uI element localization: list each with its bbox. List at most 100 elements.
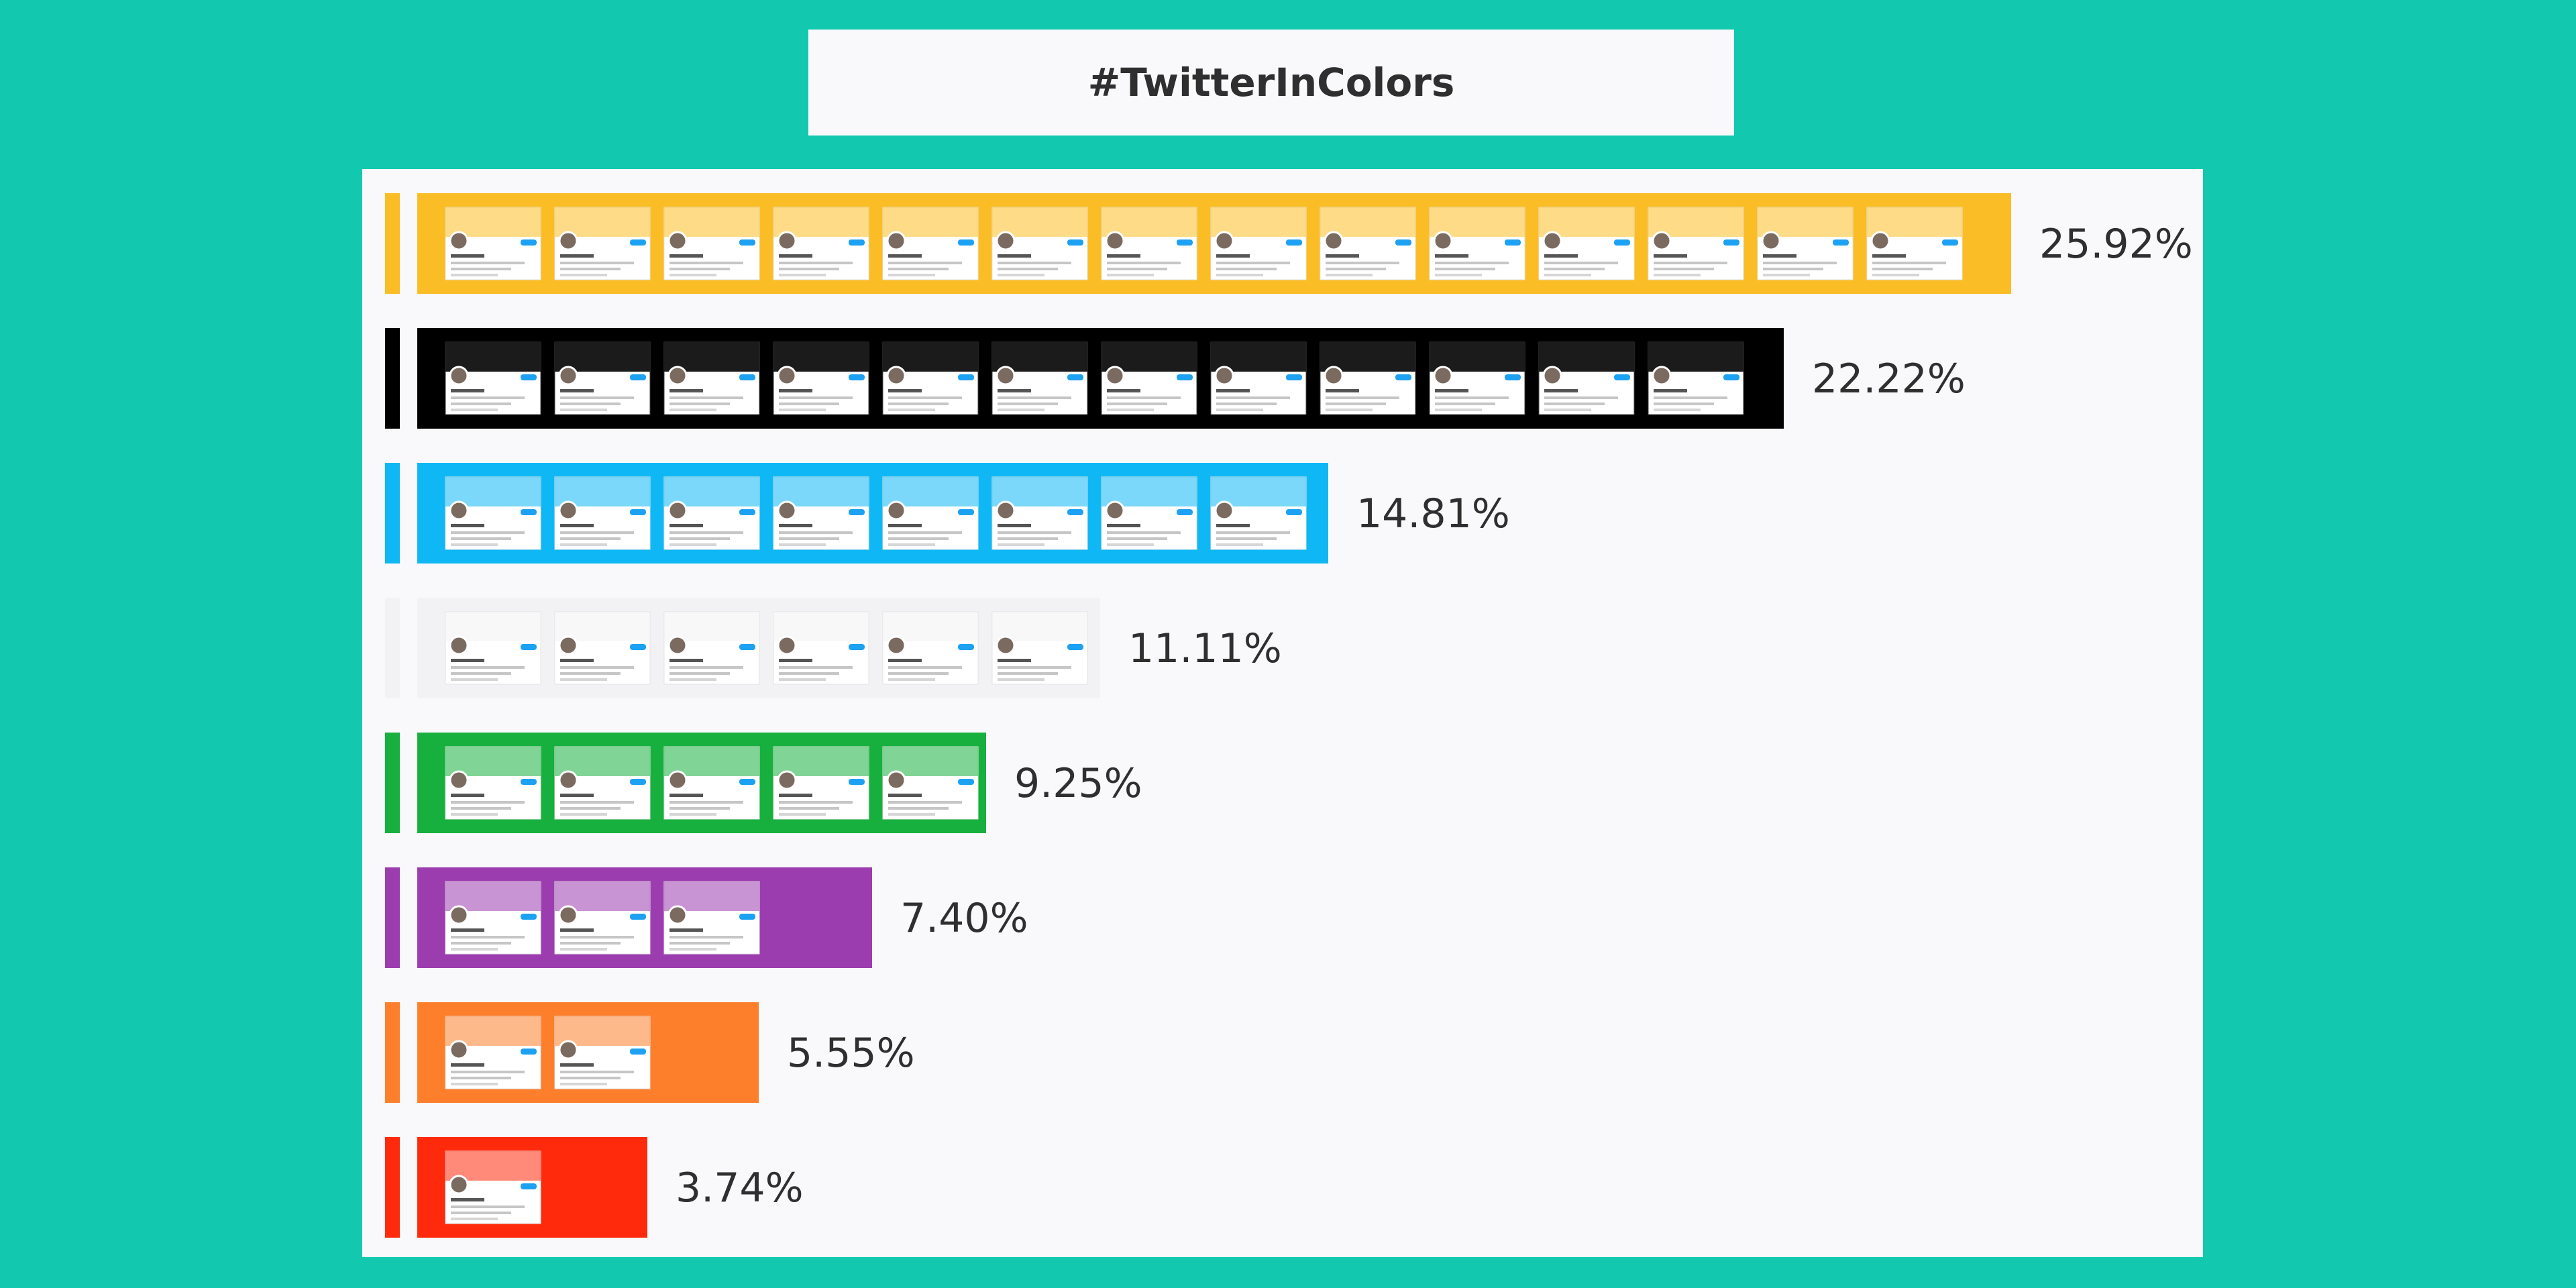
profile-text-line [1107,531,1181,534]
profile-avatar-blue [777,500,797,521]
profile-text-line [998,659,1031,662]
value-label-red: 3.74% [676,1165,804,1212]
profile-text-line [1435,262,1509,264]
profile-text-line [888,524,922,527]
profile-avatar-black [1324,366,1344,386]
profile-avatar-black [558,366,578,386]
profile-text-line [560,659,594,662]
profile-text-line [888,262,962,264]
profile-text-line [1435,402,1495,405]
profile-text-line [998,274,1044,276]
follow-pill-white [849,644,865,650]
profile-text-line [888,389,922,392]
profile-text-line [451,1205,525,1208]
profile-text-line [1654,396,1727,399]
follow-pill-yellow [958,239,974,246]
profile-text-line [560,1077,621,1079]
profile-avatar-white [996,635,1016,655]
profile-text-line [451,807,511,810]
profile-text-line [779,254,812,258]
profile-text-line [1216,262,1290,264]
profile-text-line [779,666,853,669]
profile-text-line [998,678,1044,681]
follow-pill-red [521,1183,537,1189]
profile-text-line [669,936,743,938]
profile-text-line [451,402,511,405]
profile-text-line [888,813,935,816]
follow-pill-green [739,779,755,785]
profile-text-line [451,524,484,527]
profile-avatar-black [1433,366,1453,386]
follow-pill-black [1177,374,1193,380]
profile-avatar-black [777,366,797,386]
profile-text-line [560,409,607,411]
profile-text-line [451,928,484,932]
chart-title: #TwitterInColors [1087,60,1455,105]
follow-pill-blue [1286,509,1302,515]
follow-pill-black [1067,374,1083,380]
profile-text-line [451,389,484,392]
profile-text-line [669,801,743,804]
profile-text-line [560,1071,634,1073]
profile-text-line [560,524,594,527]
follow-pill-green [521,779,537,785]
profile-text-line [1763,274,1810,276]
profile-text-line [779,659,812,662]
profile-text-line [560,254,594,258]
profile-avatar-yellow [886,231,906,251]
value-label-green: 9.25% [1014,760,1142,807]
profile-text-line [779,801,853,804]
follow-pill-green [958,779,974,785]
profile-text-line [560,274,607,276]
profile-text-line [1544,268,1605,270]
follow-pill-yellow [1723,239,1739,246]
profile-text-line [888,254,922,258]
profile-text-line [779,537,839,540]
bar-tab-white [385,598,400,698]
follow-pill-yellow [1833,239,1849,246]
profile-text-line [451,659,484,662]
profile-text-line [451,678,498,681]
profile-text-line [1107,262,1181,264]
profile-text-line [560,531,634,534]
bar-chart: 25.92% 22.22% 14.81% 11.11% 9.25% 7.40% 5.55% 3… [385,193,2193,1238]
profile-text-line [1763,262,1837,264]
profile-text-line [1216,409,1263,411]
profile-text-line [1216,274,1263,276]
profile-text-line [888,409,935,411]
profile-text-line [1107,402,1167,405]
profile-avatar-blue [886,500,906,521]
profile-avatar-green [886,770,906,790]
profile-text-line [1107,524,1140,527]
profile-text-line [998,254,1031,258]
follow-pill-green [849,779,865,785]
profile-text-line [451,268,511,270]
profile-text-line [1216,537,1277,540]
profile-text-line [669,537,730,540]
follow-pill-purple [521,914,537,920]
profile-avatar-yellow [1542,231,1562,251]
profile-text-line [1544,409,1591,411]
profile-text-line [451,1071,525,1073]
profile-text-line [560,813,607,816]
profile-text-line [998,524,1031,527]
profile-text-line [1435,254,1468,258]
profile-avatar-yellow [996,231,1016,251]
profile-text-line [560,807,621,810]
profile-text-line [451,254,484,258]
profile-text-line [560,801,634,804]
profile-avatar-blue [449,500,469,521]
profile-text-line [560,543,607,546]
profile-avatar-white [558,635,578,655]
follow-pill-purple [630,914,646,920]
follow-pill-blue [1067,509,1083,515]
profile-avatar-blue [996,500,1016,521]
follow-pill-blue [849,509,865,515]
profile-text-line [998,543,1044,546]
profile-avatar-yellow [777,231,797,251]
profile-text-line [1326,274,1373,276]
profile-avatar-purple [449,905,469,925]
profile-text-line [779,274,826,276]
profile-avatar-black [886,366,906,386]
profile-text-line [1216,531,1290,534]
